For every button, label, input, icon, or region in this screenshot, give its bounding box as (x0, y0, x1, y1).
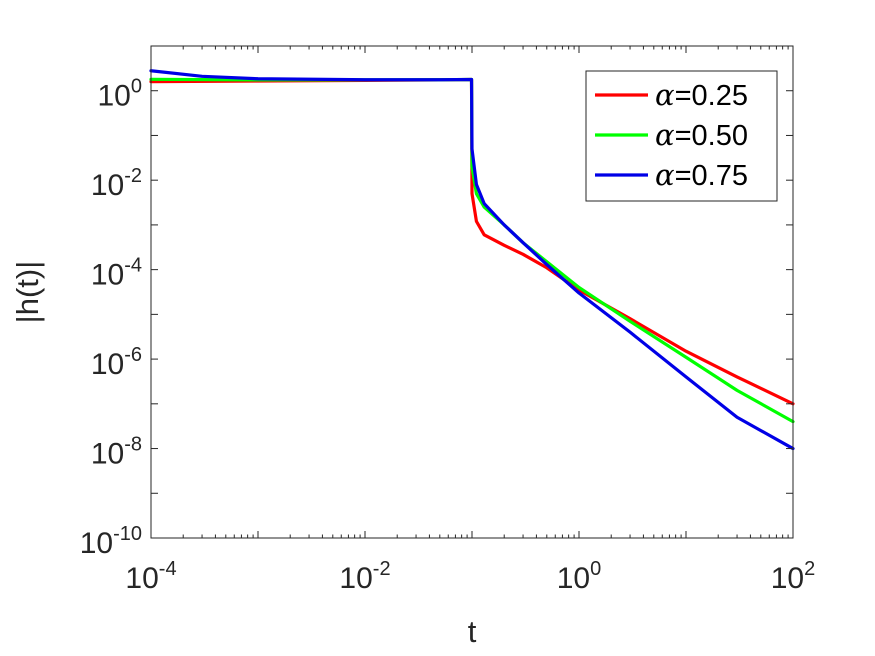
legend-entry-1: α=0.50 (655, 118, 748, 152)
legend-entry-0: α=0.25 (655, 78, 748, 112)
x-tick-label: 10-4 (125, 558, 176, 595)
y-tick-label: 10-8 (91, 434, 142, 471)
x-tick-label: 100 (557, 558, 602, 595)
legend-entry-2: α=0.75 (655, 158, 748, 192)
y-tick-label: 10-6 (91, 344, 142, 381)
y-axis-label: |h(t)| (10, 261, 45, 324)
series-line-2 (149, 69, 795, 451)
plot-frame (150, 45, 794, 539)
x-tick-label: 10-2 (339, 558, 390, 595)
legend: α=0.25 α=0.50 α=0.75 (585, 70, 778, 202)
x-tick-label: 102 (771, 558, 816, 595)
series-layer (149, 69, 795, 451)
y-tick-label: 10-2 (91, 165, 142, 202)
x-axis-label: t (468, 614, 477, 649)
y-tick-label: 10-10 (80, 523, 142, 560)
y-tick-label: 10-4 (91, 255, 142, 292)
ticks-layer: 10-4 10-2 100 102 100 10-2 10-4 10-6 10-8 10-10 (80, 45, 816, 595)
y-tick-label: 100 (98, 76, 143, 113)
